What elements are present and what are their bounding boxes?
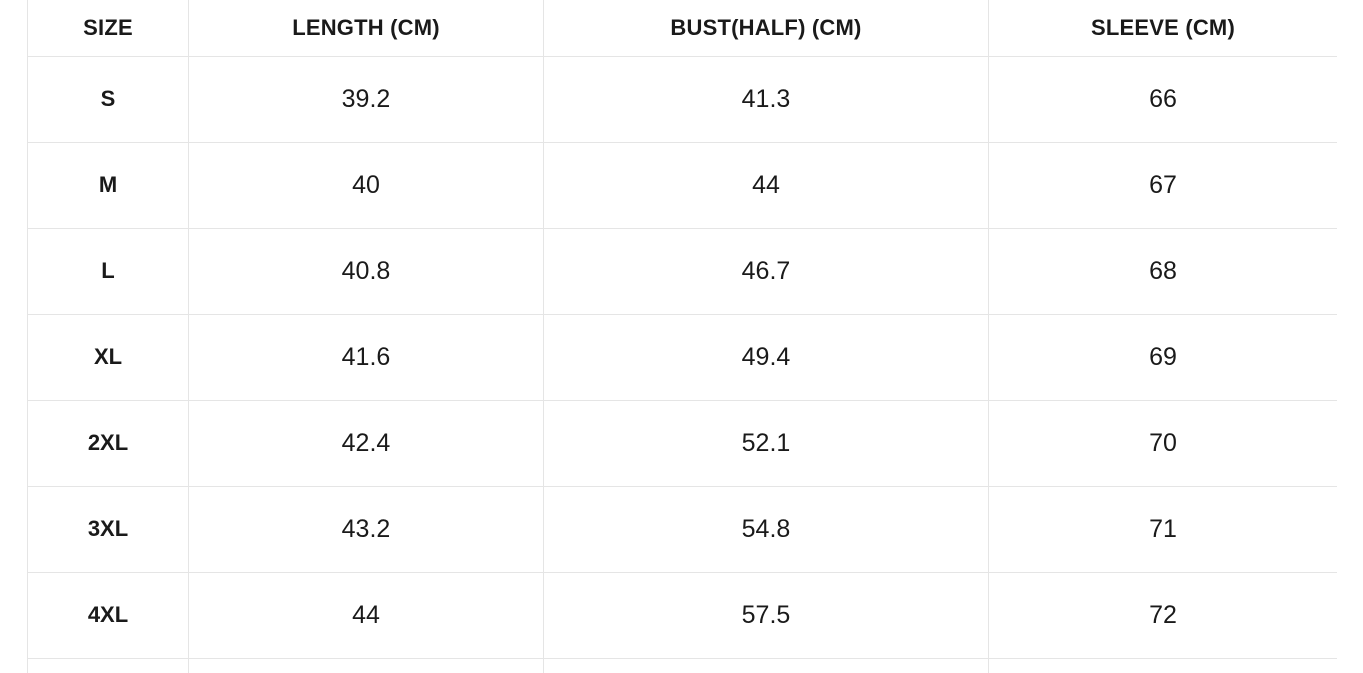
- bust-cell: 46.7: [543, 227, 989, 315]
- table-row: 4XL 44 57.5 72: [27, 571, 1337, 659]
- size-cell: XL: [27, 313, 189, 401]
- size-cell-empty: [27, 657, 189, 673]
- length-cell: 41.6: [188, 313, 544, 401]
- size-cell: L: [27, 227, 189, 315]
- sleeve-cell: 69: [988, 313, 1337, 401]
- size-cell: 2XL: [27, 399, 189, 487]
- sleeve-cell: 72: [988, 571, 1337, 659]
- length-cell-empty: [188, 657, 544, 673]
- size-chart-container: SIZE LENGTH (CM) BUST(HALF) (CM) SLEEVE …: [27, 0, 1337, 673]
- length-cell: 40.8: [188, 227, 544, 315]
- sleeve-cell: 71: [988, 485, 1337, 573]
- bust-cell: 49.4: [543, 313, 989, 401]
- length-cell: 40: [188, 141, 544, 229]
- length-cell: 44: [188, 571, 544, 659]
- size-cell: 4XL: [27, 571, 189, 659]
- bust-cell-empty: [543, 657, 989, 673]
- length-cell: 42.4: [188, 399, 544, 487]
- sleeve-cell-empty: [988, 657, 1337, 673]
- bust-cell: 54.8: [543, 485, 989, 573]
- table-row-partial: [27, 657, 1337, 673]
- table-row: 3XL 43.2 54.8 71: [27, 485, 1337, 573]
- table-header-row: SIZE LENGTH (CM) BUST(HALF) (CM) SLEEVE …: [27, 0, 1337, 57]
- sleeve-cell: 66: [988, 55, 1337, 143]
- column-header-size: SIZE: [27, 0, 189, 57]
- length-cell: 39.2: [188, 55, 544, 143]
- sleeve-cell: 70: [988, 399, 1337, 487]
- table-row: 2XL 42.4 52.1 70: [27, 399, 1337, 487]
- table-row: XL 41.6 49.4 69: [27, 313, 1337, 401]
- bust-cell: 41.3: [543, 55, 989, 143]
- sleeve-cell: 67: [988, 141, 1337, 229]
- bust-cell: 57.5: [543, 571, 989, 659]
- table-row: S 39.2 41.3 66: [27, 55, 1337, 143]
- column-header-bust: BUST(HALF) (CM): [543, 0, 989, 57]
- size-cell: M: [27, 141, 189, 229]
- size-chart-header: SIZE LENGTH (CM) BUST(HALF) (CM) SLEEVE …: [27, 0, 1337, 57]
- column-header-length: LENGTH (CM): [188, 0, 544, 57]
- size-cell: 3XL: [27, 485, 189, 573]
- column-header-sleeve: SLEEVE (CM): [988, 0, 1337, 57]
- table-row: L 40.8 46.7 68: [27, 227, 1337, 315]
- table-row: M 40 44 67: [27, 141, 1337, 229]
- size-chart-table: SIZE LENGTH (CM) BUST(HALF) (CM) SLEEVE …: [27, 0, 1337, 673]
- size-chart-body: S 39.2 41.3 66 M 40 44 67 L 40.8 46.7 68 XL 41.6 49.4 6…: [27, 55, 1337, 673]
- bust-cell: 44: [543, 141, 989, 229]
- sleeve-cell: 68: [988, 227, 1337, 315]
- bust-cell: 52.1: [543, 399, 989, 487]
- size-cell: S: [27, 55, 189, 143]
- length-cell: 43.2: [188, 485, 544, 573]
